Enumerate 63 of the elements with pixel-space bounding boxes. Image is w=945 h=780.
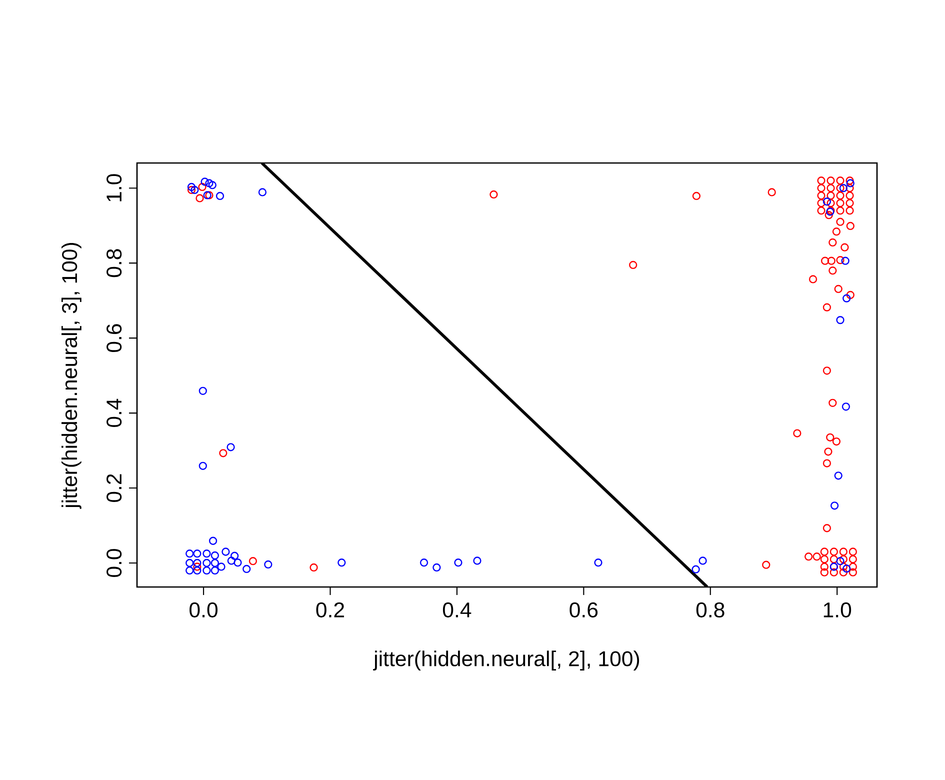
point [473,556,482,565]
point [842,294,851,302]
point [205,179,214,188]
x-tick-label: 0.2 [316,602,344,618]
point [187,182,196,192]
point [432,563,441,572]
point [186,566,194,575]
point [217,562,226,571]
x-axis-title: jitter(hidden.neural[, 2], 100) [373,650,640,671]
point [193,558,202,568]
point [198,462,207,470]
point [208,536,218,545]
point [839,184,848,192]
point [822,198,832,206]
y-axis-title: jitter(hidden.neural[, 3], 100) [61,242,82,509]
point [836,316,844,324]
point [193,550,202,558]
point [200,178,209,186]
point [841,256,850,265]
point [420,558,428,567]
point [834,472,842,480]
point [222,548,230,556]
point [190,186,199,194]
point [842,402,850,411]
point [836,557,844,566]
point [208,181,216,190]
point [210,558,220,568]
point [830,502,839,510]
point [198,386,207,395]
point [193,566,202,575]
point [210,551,220,560]
x-tick-label: 0.6 [570,602,598,618]
x-tick-label: 0.8 [696,602,724,618]
y-tick-label: 0.0 [106,549,122,577]
y-tick-label: 0.4 [106,398,122,428]
y-tick-label: 0.8 [106,249,122,278]
point [202,550,211,558]
point [846,179,854,188]
x-tick-label: 0.4 [442,602,472,618]
point [258,188,267,196]
point [234,558,242,567]
point [226,443,235,452]
point [202,558,211,568]
y-tick-label: 0.6 [106,324,122,352]
x-tick-label: 0.0 [190,602,218,618]
point [338,558,346,567]
y-tick-label: 0.2 [106,474,122,502]
point [698,556,707,565]
y-tick-label: 1.0 [106,174,122,202]
point [186,558,194,568]
point [454,558,462,567]
point [594,558,602,567]
point [264,560,272,569]
point [230,552,239,560]
point [842,564,851,573]
x-tick-label: 1.0 [824,602,852,618]
point [202,566,211,575]
point [210,566,220,575]
point [227,556,236,565]
point [186,550,194,558]
point [692,565,700,574]
point [242,564,251,574]
point [216,192,224,200]
